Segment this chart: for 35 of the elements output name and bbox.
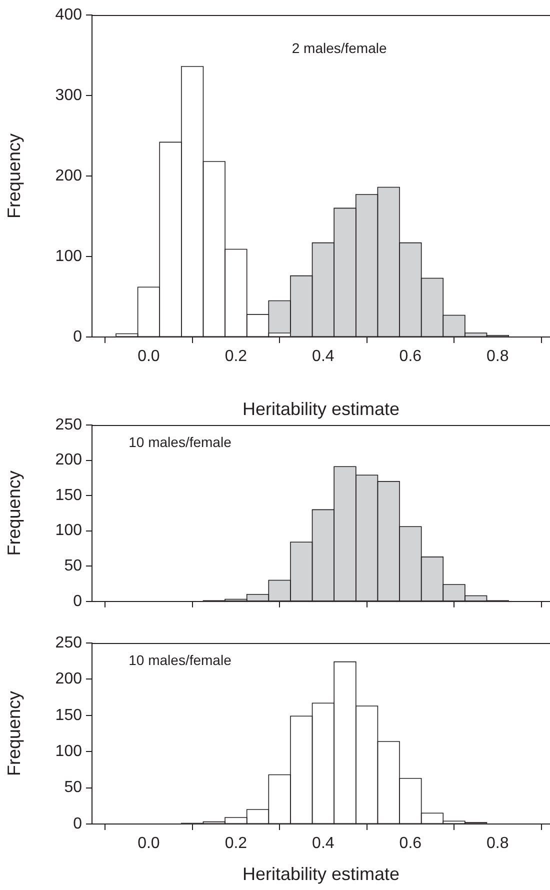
y-axis-title: Frequency xyxy=(4,133,24,219)
annotation: 10 males/female xyxy=(128,652,232,668)
x-axis-title: Heritability estimate xyxy=(242,864,400,884)
y-tick-label: 0 xyxy=(73,328,82,346)
y-tick-label: 150 xyxy=(55,486,82,504)
x-axis-title: Heritability estimate xyxy=(242,399,400,420)
y-tick-label: 100 xyxy=(55,743,82,760)
y-axis-title: Frequency xyxy=(4,690,24,776)
y-tick-label: 250 xyxy=(55,416,82,434)
x-tick-label: 0.6 xyxy=(399,348,422,366)
annotation: 10 males/female xyxy=(128,434,232,450)
y-tick-label: 0 xyxy=(73,592,82,610)
x-tick-label: 0.6 xyxy=(399,835,422,852)
x-tick-label: 0.8 xyxy=(486,348,509,366)
y-tick-label: 0 xyxy=(73,815,82,832)
x-tick-label: 0.2 xyxy=(224,348,248,366)
y-axis-title: Frequency xyxy=(4,470,24,556)
y-tick-label: 200 xyxy=(55,670,82,688)
x-tick-label: 0.0 xyxy=(138,835,160,852)
y-tick-label: 200 xyxy=(55,167,82,184)
y-tick-label: 150 xyxy=(55,706,82,724)
y-tick-label: 200 xyxy=(55,452,82,469)
x-tick-label: 0.4 xyxy=(312,348,334,366)
x-tick-label: 0.8 xyxy=(486,835,509,852)
y-tick-label: 300 xyxy=(55,86,82,104)
y-tick-label: 100 xyxy=(55,522,82,540)
x-tick-label: 0.0 xyxy=(138,348,160,366)
x-tick-label: 0.4 xyxy=(312,835,334,852)
x-tick-label: 0.2 xyxy=(224,835,248,852)
annotation: 2 males/female xyxy=(292,40,387,56)
y-tick-label: 50 xyxy=(64,779,82,796)
y-tick-label: 50 xyxy=(64,558,82,575)
y-tick-label: 250 xyxy=(55,634,82,652)
y-tick-label: 100 xyxy=(55,248,82,265)
y-tick-label: 400 xyxy=(55,6,82,24)
